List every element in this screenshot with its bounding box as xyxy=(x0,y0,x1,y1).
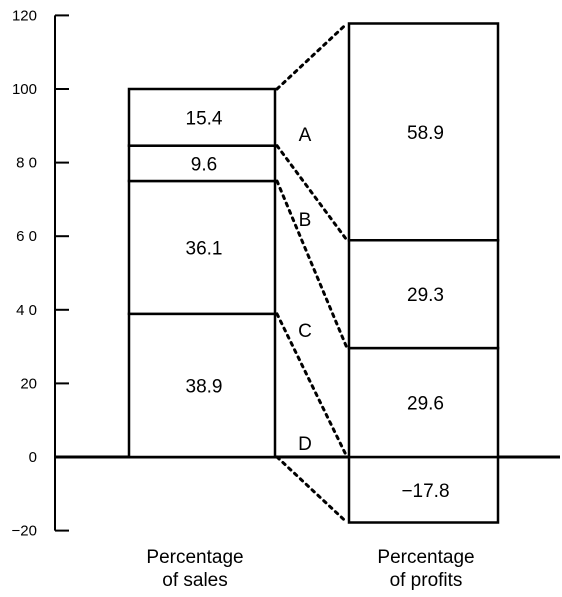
connector-line xyxy=(275,312,349,459)
profits-label-line1: Percentage xyxy=(377,547,474,568)
sales-label-line1: Percentage xyxy=(146,547,243,568)
segment-category-b: B xyxy=(299,210,312,231)
connector-line xyxy=(275,455,349,525)
sales-segment-c xyxy=(127,179,277,316)
y-tick-label: 120 xyxy=(12,7,37,24)
profits-segment-d xyxy=(347,455,500,524)
y-tick-label: −20 xyxy=(12,523,37,540)
sales-bar: 38.9 36.1 9.6 15.4 xyxy=(127,87,277,459)
connector-line xyxy=(275,144,349,242)
y-tick-label: 100 xyxy=(12,81,37,98)
sales-value-label-b: 9.6 xyxy=(191,154,217,175)
profits-value-label-d: −17.8 xyxy=(401,481,449,502)
sales-segment-b xyxy=(127,144,277,183)
profits-bar: −17.8 29.6 29.3 58.9 xyxy=(347,22,500,524)
y-tick-label: 6 0 xyxy=(16,228,37,245)
segment-category-a: A xyxy=(299,125,312,146)
profits-segment-c xyxy=(347,346,500,459)
profits-value-label-b: 29.3 xyxy=(407,285,444,306)
segment-category-d: D xyxy=(298,434,312,455)
profits-value-label-c: 29.6 xyxy=(407,394,444,415)
y-tick-label: 20 xyxy=(20,375,37,392)
connector-line xyxy=(275,21,349,91)
profits-value-label-a: 58.9 xyxy=(407,123,444,144)
profits-label-line2: of profits xyxy=(390,570,463,591)
bar-group-labels: Percentage of sales Percentage of profit… xyxy=(146,547,474,591)
y-tick-label: 8 0 xyxy=(16,155,37,172)
segment-category-c: C xyxy=(298,321,312,342)
sales-value-label-a: 15.4 xyxy=(186,108,223,129)
dotted-connectors xyxy=(275,21,349,525)
profits-segment-a xyxy=(347,22,500,242)
segment-category-labels: A B C D xyxy=(298,125,312,455)
sales-value-label-c: 36.1 xyxy=(186,238,223,259)
connector-line xyxy=(275,179,349,350)
y-tick-label: 0 xyxy=(29,449,37,466)
sales-label-line2: of sales xyxy=(162,570,227,591)
sales-segment-a xyxy=(127,87,277,147)
y-tick-label: 4 0 xyxy=(16,302,37,319)
sales-value-label-d: 38.9 xyxy=(186,376,223,397)
profits-segment-b xyxy=(347,238,500,350)
y-tick-labels: −20 0 20 4 0 6 0 8 0 100 120 xyxy=(12,7,37,539)
